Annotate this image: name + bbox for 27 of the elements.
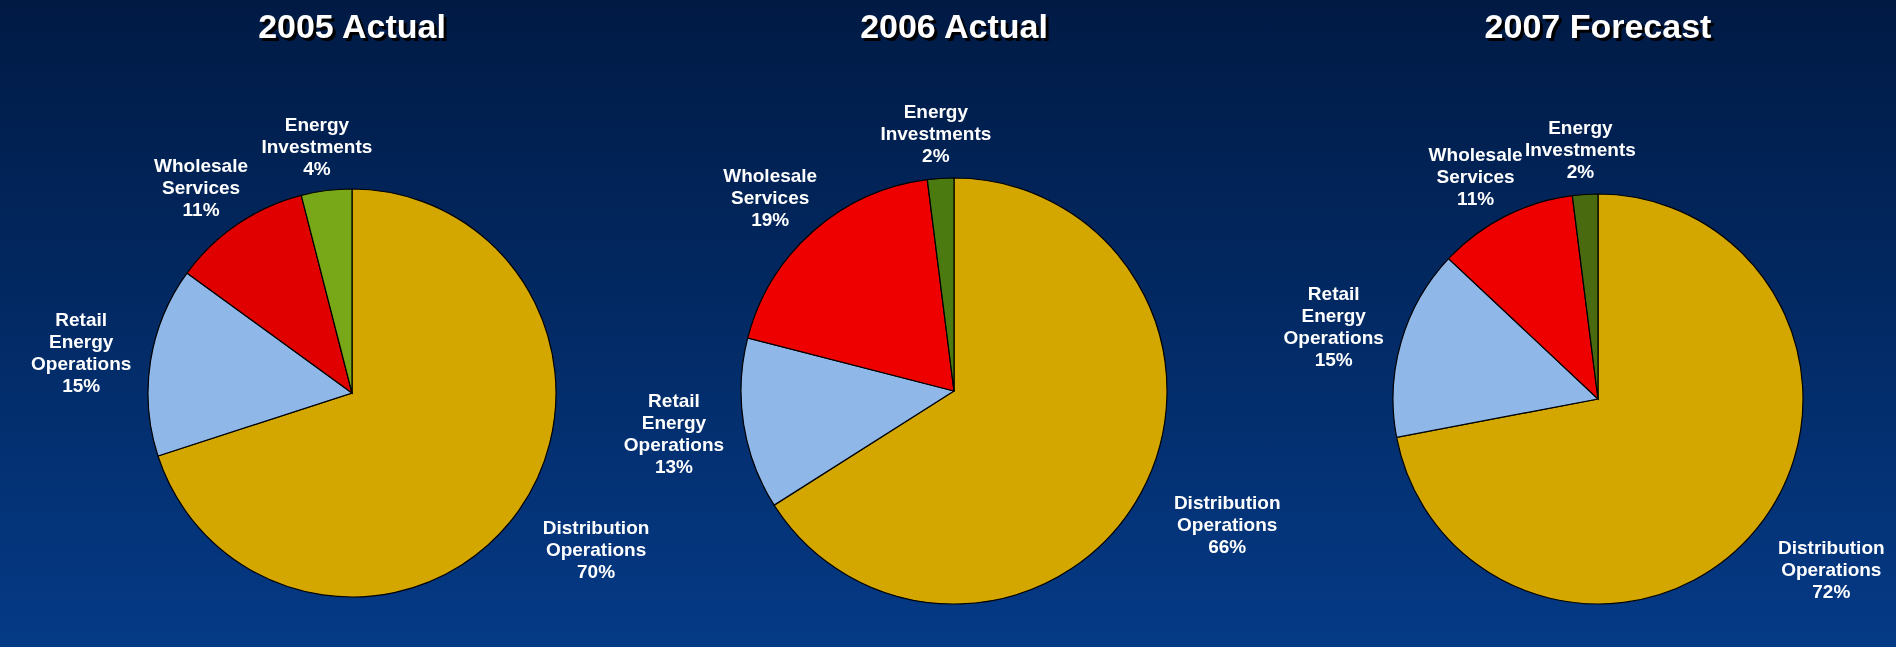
data-label: 70% — [577, 561, 616, 583]
data-label: 2% — [922, 144, 950, 166]
slice-label: Energy Investments — [261, 113, 373, 157]
slice-label: Retail Energy Operations — [31, 309, 132, 375]
data-label: 2% — [1566, 161, 1595, 183]
slice-label: Distribution Operations — [1778, 536, 1885, 580]
slice-label: Energy Investments — [880, 100, 992, 144]
data-label: 66% — [1208, 535, 1247, 557]
slice-label: Retail Energy Operations — [1283, 283, 1384, 349]
chart-title: 2006 Actual — [863, 10, 1051, 48]
slice-label: Distribution Operations — [542, 517, 650, 561]
chart-title: 2007 Forecast — [1487, 10, 1715, 48]
chart-title: 2005 Actual — [261, 10, 449, 48]
data-label: 72% — [1812, 580, 1851, 602]
slice-label: Retail Energy Operations — [623, 390, 725, 456]
data-label: 15% — [1314, 349, 1353, 371]
slice-label: Wholesale Services — [1428, 144, 1523, 188]
slice-label: Distribution Operations — [1173, 491, 1281, 535]
data-label: 13% — [654, 456, 694, 478]
data-label: 19% — [751, 209, 790, 231]
slice-label: Energy Investments — [1524, 117, 1636, 161]
data-label: 4% — [303, 157, 331, 179]
slice-label: Wholesale Services — [723, 165, 818, 209]
data-label: 11% — [182, 198, 220, 220]
slice-label: Wholesale Services — [154, 154, 249, 198]
data-label: 15% — [62, 375, 101, 397]
data-label: 11% — [1457, 188, 1495, 210]
